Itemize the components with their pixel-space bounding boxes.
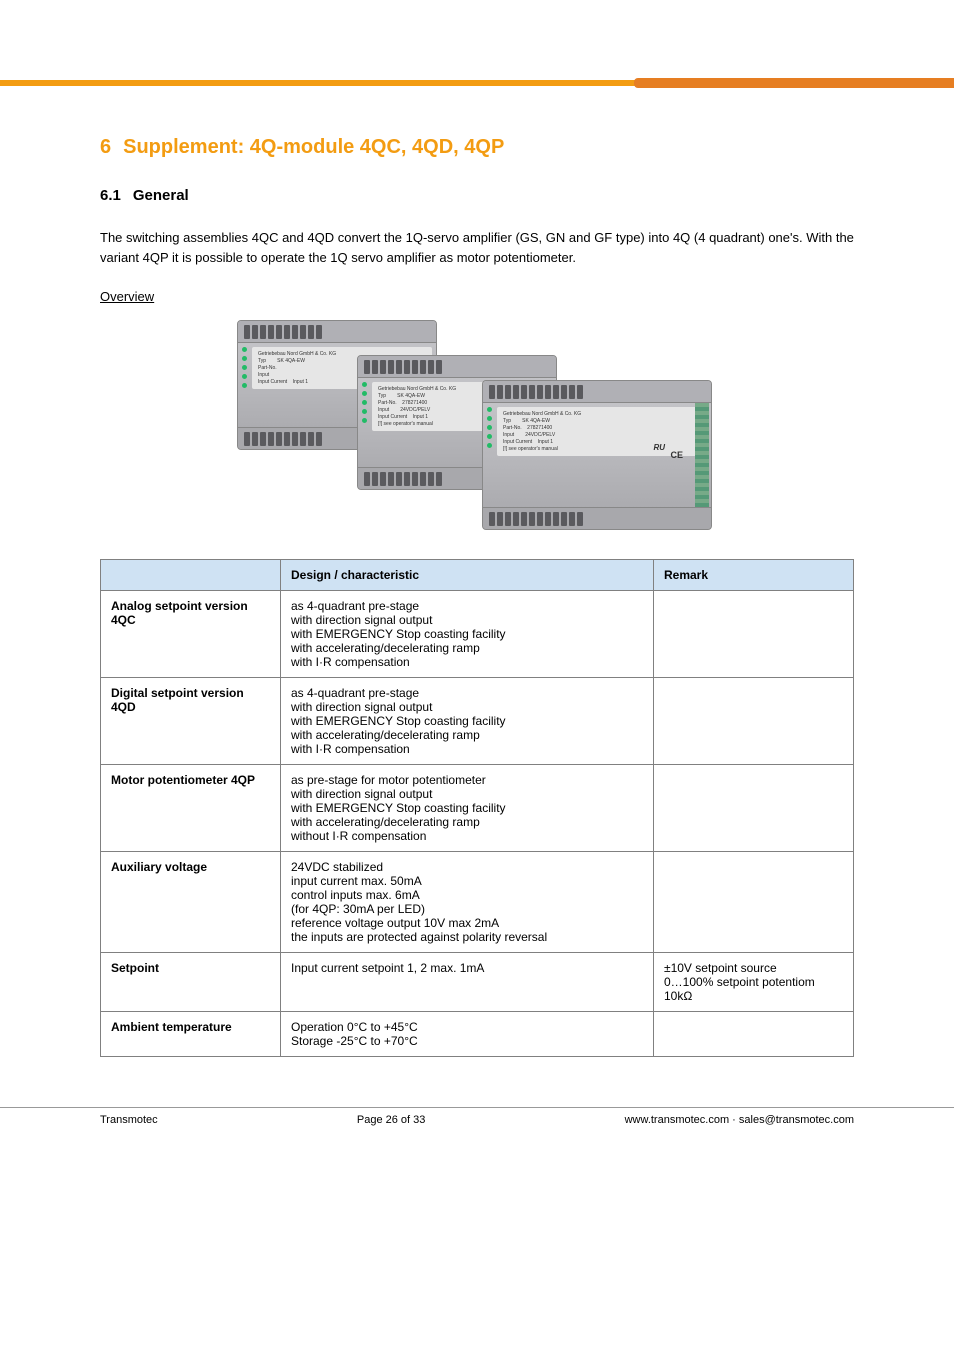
table-row: Motor potentiometer 4QP as pre-stage for… xyxy=(101,765,854,852)
col-header: Design / characteristic xyxy=(281,560,654,591)
cell: as 4-quadrant pre-stage with direction s… xyxy=(281,678,654,765)
cell xyxy=(654,852,854,953)
cell xyxy=(654,1012,854,1057)
footer-center: Page 26 of 33 xyxy=(357,1114,426,1126)
table-row: Digital setpoint version 4QD as 4-quadra… xyxy=(101,678,854,765)
col-header: Remark xyxy=(654,560,854,591)
cell: ±10V setpoint source 0…100% setpoint pot… xyxy=(654,953,854,1012)
table-row: Analog setpoint version 4QC as 4-quadran… xyxy=(101,591,854,678)
cell xyxy=(654,591,854,678)
section-heading: 6 Supplement: 4Q-module 4QC, 4QD, 4QP xyxy=(100,136,854,159)
spec-table: Design / characteristic Remark Analog se… xyxy=(100,559,854,1057)
cell xyxy=(654,765,854,852)
cell: Input current setpoint 1, 2 max. 1mA xyxy=(281,953,654,1012)
col-header xyxy=(101,560,281,591)
table-row: Auxiliary voltage 24VDC stabilized input… xyxy=(101,852,854,953)
header-accent-band xyxy=(0,80,954,86)
cell: Analog setpoint version 4QC xyxy=(101,591,281,678)
table-row: Setpoint Input current setpoint 1, 2 max… xyxy=(101,953,854,1012)
section-title: Supplement: 4Q-module 4QC, 4QD, 4QP xyxy=(123,136,504,159)
table-header-row: Design / characteristic Remark xyxy=(101,560,854,591)
footer-left: Transmotec xyxy=(100,1114,158,1126)
cell: Motor potentiometer 4QP xyxy=(101,765,281,852)
table-row: Ambient temperature Operation 0°C to +45… xyxy=(101,1012,854,1057)
cell: Ambient temperature xyxy=(101,1012,281,1057)
cell: Operation 0°C to +45°C Storage -25°C to … xyxy=(281,1012,654,1057)
product-photo: Getriebebau Nord GmbH & Co. KG Typ SK 4Q… xyxy=(227,320,727,535)
cell: Digital setpoint version 4QD xyxy=(101,678,281,765)
cell: as pre-stage for motor potentiometer wit… xyxy=(281,765,654,852)
subsection-title: General xyxy=(133,187,189,204)
cell: Setpoint xyxy=(101,953,281,1012)
subsection-number: 6.1 xyxy=(100,187,121,204)
cell xyxy=(654,678,854,765)
section-number: 6 xyxy=(100,136,111,159)
footer-right: www.transmotec.com · sales@transmotec.co… xyxy=(625,1114,854,1126)
subsection-heading: 6.1 General xyxy=(100,187,854,204)
page-footer: Transmotec Page 26 of 33 www.transmotec.… xyxy=(0,1107,954,1126)
cell: Auxiliary voltage xyxy=(101,852,281,953)
cell: 24VDC stabilized input current max. 50mA… xyxy=(281,852,654,953)
intro-paragraph: The switching assemblies 4QC and 4QD con… xyxy=(100,228,854,267)
overview-label: Overview xyxy=(100,289,854,304)
cell: as 4-quadrant pre-stage with direction s… xyxy=(281,591,654,678)
